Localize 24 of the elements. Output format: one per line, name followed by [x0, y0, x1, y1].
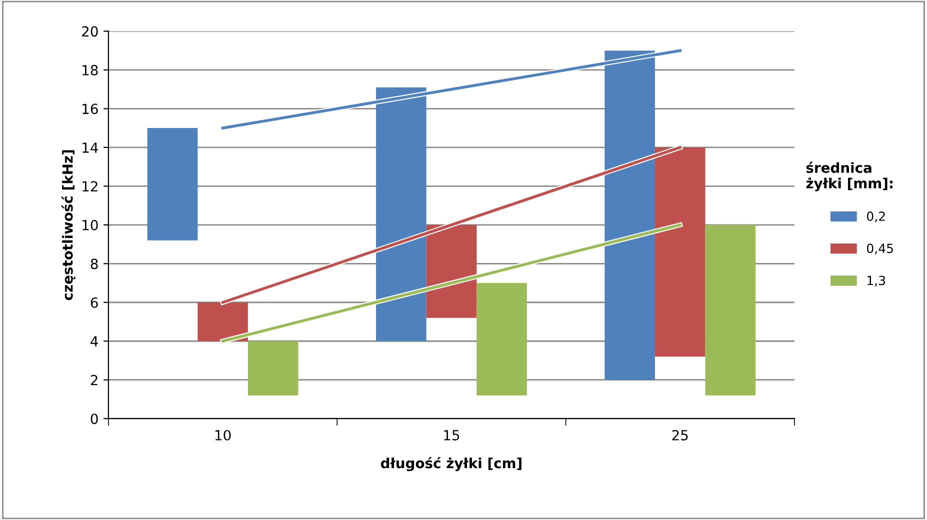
y-tick-label: 2 [90, 374, 98, 386]
x-tick-label: 10 [215, 430, 231, 440]
legend-label: 0,45 [867, 244, 893, 254]
bar [147, 128, 198, 240]
y-axis-title: częstotliwość [kHz] [62, 150, 76, 300]
y-tick-label: 10 [82, 220, 98, 230]
y-tick-label: 18 [82, 64, 98, 76]
x-tick-label: 25 [672, 430, 688, 440]
y-tick-label: 0 [90, 414, 98, 424]
legend-label: 0,2 [867, 212, 885, 222]
bar [248, 341, 298, 396]
y-tick-label: 14 [82, 142, 98, 153]
y-tick-label: 8 [90, 258, 98, 270]
bar [476, 283, 527, 396]
y-tick-label: 6 [90, 297, 98, 308]
x-axis-title: długość żyłki [cm] [380, 457, 522, 472]
y-tick-label: 20 [82, 26, 98, 37]
y-tick-label: 16 [82, 104, 98, 114]
legend-title: średnica żyłki [mm]: [806, 162, 892, 192]
y-tick-label: 12 [82, 181, 98, 192]
y-tick-label: 4 [90, 336, 98, 346]
x-tick-label: 15 [444, 430, 460, 440]
legend-label: 1,3 [868, 276, 886, 286]
bar [705, 224, 756, 396]
